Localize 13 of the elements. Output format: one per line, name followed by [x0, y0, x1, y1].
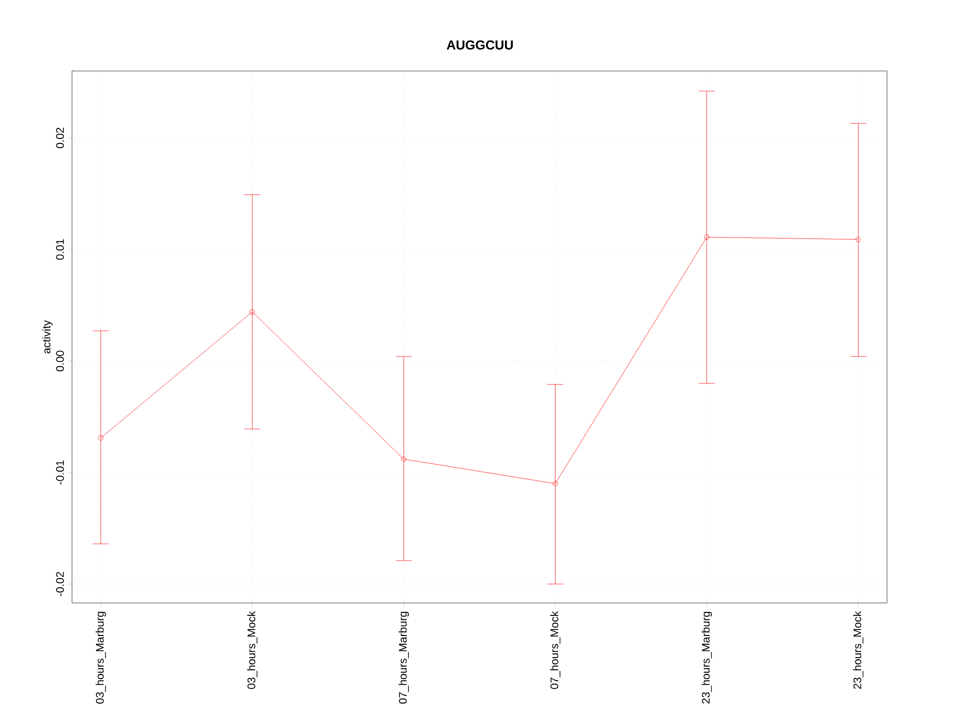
x-tick-label: 07_hours_Mock	[550, 611, 560, 689]
x-tick-label: 03_hours_Mock	[247, 611, 258, 689]
x-tick-label: 23_hours_Marburg	[702, 612, 712, 704]
x-tick-label: 07_hours_Marburg	[398, 612, 409, 704]
y-tick-label: -0.01	[56, 460, 64, 485]
x-tick-label: 03_hours_Marburg	[96, 612, 106, 704]
y-tick-label: 0.01	[56, 239, 64, 260]
x-tick-label: 23_hours_Mock	[853, 611, 864, 689]
y-tick-label: 0.00	[56, 350, 64, 372]
y-axis-title: activity	[42, 320, 53, 354]
chart-title: AUGGCUU	[446, 40, 513, 50]
y-tick-label: 0.02	[56, 128, 64, 148]
y-tick-label: -0.02	[56, 572, 64, 596]
